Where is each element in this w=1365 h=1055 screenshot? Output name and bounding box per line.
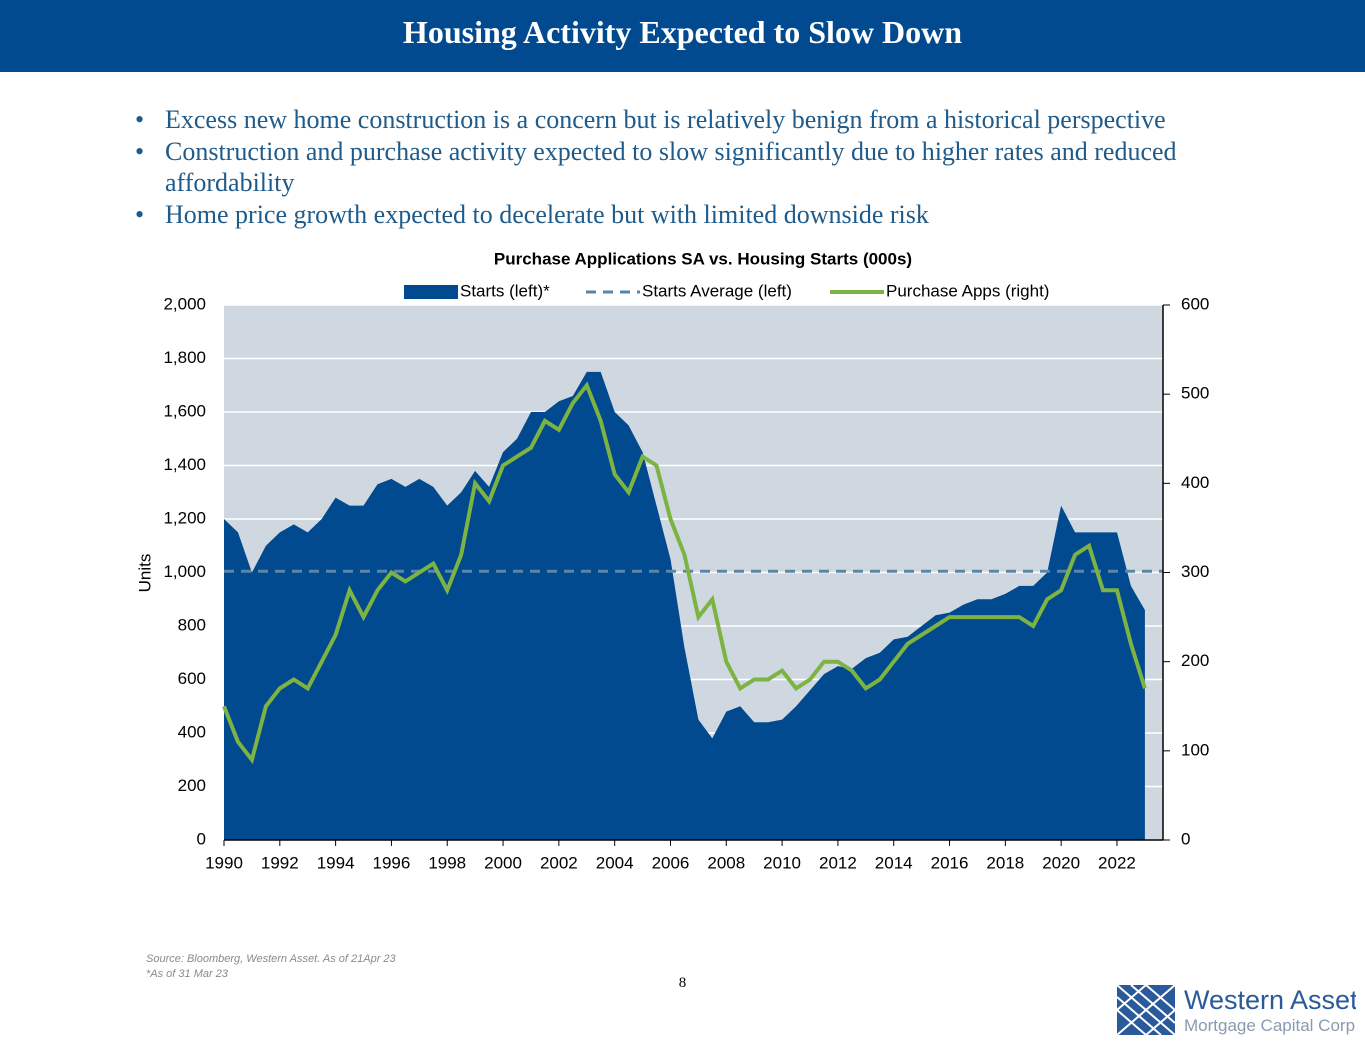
bullet-list: Excess new home construction is a concer…: [135, 104, 1285, 230]
x-tick-label: 2020: [1042, 853, 1080, 872]
x-tick-label: 2008: [707, 853, 745, 872]
x-tick-label: 1996: [373, 853, 411, 872]
logo-pattern: [1116, 983, 1177, 1037]
y2-tick-label: 400: [1181, 473, 1209, 492]
x-tick-label: 1998: [428, 853, 466, 872]
y2-tick-label: 100: [1181, 740, 1209, 759]
x-tick-label: 2002: [540, 853, 578, 872]
bullet: Home price growth expected to decelerate…: [135, 199, 1285, 231]
y-tick-label: 800: [178, 615, 206, 634]
chart-title: Purchase Applications SA vs. Housing Sta…: [494, 249, 912, 268]
y-axis-label: Units: [135, 554, 154, 593]
source-line: *As of 31 Mar 23: [146, 968, 228, 980]
line: [222, 381, 1147, 765]
y-tick-label: 0: [197, 829, 206, 848]
x-tick-label: 2022: [1098, 853, 1136, 872]
y2-tick-label: 500: [1181, 384, 1209, 403]
y-tick-label: 1,000: [163, 562, 206, 581]
y-tick-label: 600: [178, 669, 206, 688]
x-tick-label: 1992: [261, 853, 299, 872]
y-tick-label: 400: [178, 722, 206, 741]
logo-subtitle: Mortgage Capital Corp.: [1184, 1016, 1356, 1035]
y2-tick-label: 300: [1181, 562, 1209, 581]
legend-label: Starts (left)*: [460, 281, 550, 300]
bullet: Construction and purchase activity expec…: [135, 136, 1285, 199]
bullet: Excess new home construction is a concer…: [135, 104, 1285, 136]
legend-label: Starts Average (left): [642, 281, 792, 300]
source-line: Source: Bloomberg, Western Asset. As of …: [146, 953, 396, 965]
legend-swatch: [404, 285, 458, 299]
x-tick-label: 2010: [763, 853, 801, 872]
logo-name: Western Asset: [1184, 985, 1356, 1015]
y2-tick-label: 200: [1181, 651, 1209, 670]
x-tick-label: 2006: [652, 853, 690, 872]
header-bar: [0, 0, 1365, 72]
page-number: 8: [678, 975, 687, 991]
x-tick-label: 2012: [819, 853, 857, 872]
source-note: Source: Bloomberg, Western Asset. As of …: [146, 952, 396, 982]
y-tick-label: 2,000: [163, 294, 206, 313]
y2-tick-label: 600: [1181, 294, 1209, 313]
x-tick-label: 1990: [205, 853, 243, 872]
y-tick-label: 1,600: [163, 401, 206, 420]
area: [224, 371, 1145, 840]
y-tick-label: 1,800: [163, 348, 206, 367]
x-tick-label: 2000: [484, 853, 522, 872]
logo: Western Asset Mortgage Capital Corp.: [1116, 983, 1356, 1037]
y2-tick-label: 0: [1181, 829, 1190, 848]
x-tick-label: 1994: [317, 853, 355, 872]
legend-label: Purchase Apps (right): [886, 281, 1049, 300]
y-tick-label: 200: [178, 776, 206, 795]
x-tick-label: 2004: [596, 853, 634, 872]
x-tick-label: 2014: [875, 853, 913, 872]
slide-title: Housing Activity Expected to Slow Down: [402, 14, 963, 50]
x-tick-label: 2016: [931, 853, 969, 872]
x-tick-label: 2018: [986, 853, 1024, 872]
chart: Purchase Applications SA vs. Housing Sta…: [135, 249, 1209, 872]
y-tick-label: 1,200: [163, 508, 206, 527]
y-tick-label: 1,400: [163, 455, 206, 474]
